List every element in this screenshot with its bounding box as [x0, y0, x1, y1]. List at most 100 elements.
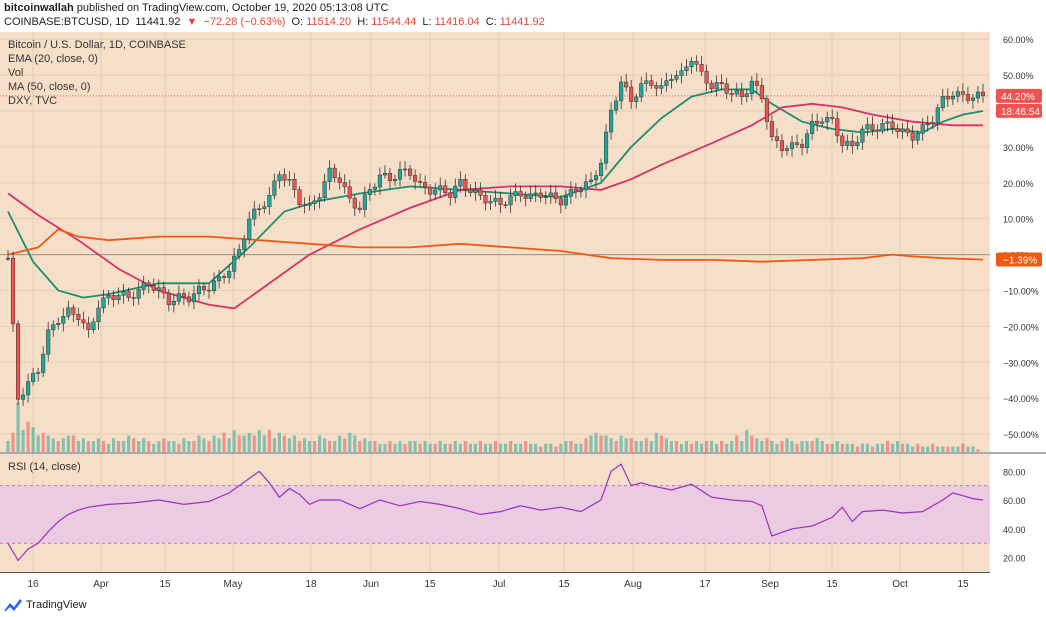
volume-bar — [51, 438, 55, 452]
price-axis-label: 10.00% — [1003, 215, 1034, 225]
volume-bar — [307, 441, 312, 452]
volume-bar — [21, 430, 25, 452]
candle-body — [56, 323, 61, 325]
rsi-series-line[interactable] — [7, 463, 984, 562]
volume-bar — [689, 443, 694, 452]
legend-ma[interactable]: MA (50, close, 0) — [8, 81, 91, 93]
chart-area[interactable]: 60.00%50.00%40.00%30.00%20.00%10.00%0.00… — [0, 32, 1046, 597]
candle-body — [242, 238, 247, 250]
volume-bar — [503, 443, 508, 452]
legend-dxy[interactable]: DXY, TVC — [8, 95, 57, 107]
volume-bar — [147, 441, 151, 452]
volume-bars — [6, 402, 980, 452]
volume-bar — [534, 443, 538, 452]
price-axis-label: −50.00% — [1003, 430, 1039, 440]
price-pane-background — [0, 32, 990, 452]
price-axis[interactable] — [990, 32, 1046, 597]
candle-body — [232, 255, 237, 272]
series-line[interactable] — [7, 228, 984, 263]
candle-body — [744, 93, 749, 97]
volume-bar — [755, 438, 759, 452]
candle-body — [377, 174, 382, 188]
volume-bar — [262, 435, 266, 452]
volume-bar — [91, 441, 96, 452]
volume-bar — [624, 438, 628, 452]
candle-body — [734, 90, 739, 95]
candle-body — [774, 136, 779, 141]
dxy-percent-badge: −1.39% — [1003, 256, 1037, 267]
volume-bar — [725, 443, 729, 452]
volume-bar — [544, 443, 548, 452]
candle-body — [146, 282, 151, 286]
candle-body — [272, 180, 277, 196]
volume-bar — [956, 446, 960, 452]
volume-bar — [483, 443, 488, 452]
candle-body — [176, 293, 181, 302]
candle-body — [553, 192, 558, 199]
candle-body — [121, 291, 126, 296]
candle-body — [247, 218, 252, 240]
candle-body — [31, 372, 36, 382]
candle-body — [397, 169, 403, 180]
candle-body — [307, 203, 312, 206]
volume-bar — [890, 443, 895, 452]
volume-bar — [730, 441, 734, 452]
volume-bar — [348, 432, 352, 452]
candle-body — [463, 179, 468, 190]
legend-ema[interactable]: EMA (20, close, 0) — [8, 53, 98, 65]
volume-bar — [931, 443, 935, 452]
volume-bar — [418, 443, 422, 452]
candlesticks — [5, 55, 986, 406]
tradingview-logo[interactable]: TradingView — [4, 599, 87, 611]
candle-body — [905, 128, 910, 133]
candle-body — [885, 121, 890, 124]
candle-body — [86, 322, 91, 331]
volume-bar — [941, 446, 945, 452]
legend-rsi[interactable]: RSI (14, close) — [8, 461, 81, 473]
candle-body — [588, 179, 594, 182]
publisher-name[interactable]: bitcoinwallah — [4, 2, 74, 14]
volume-bar — [885, 441, 890, 452]
candle-body — [840, 135, 845, 146]
volume-bar — [192, 441, 196, 452]
volume-bar — [373, 441, 377, 452]
candle-body — [106, 295, 111, 299]
volume-bar — [559, 443, 563, 452]
time-axis-label: Sep — [761, 579, 779, 590]
time-axis-label: 15 — [957, 579, 969, 590]
volume-bar — [227, 438, 231, 452]
volume-bar — [152, 443, 156, 452]
candle-body — [598, 162, 604, 176]
candle-body — [217, 276, 222, 282]
volume-bar — [880, 443, 885, 452]
candle-body — [805, 133, 810, 148]
candle-body — [528, 193, 533, 199]
candle-body — [684, 66, 689, 72]
candle-body — [835, 118, 840, 137]
volume-bar — [911, 446, 915, 452]
candle-body — [101, 297, 106, 309]
publish-line: bitcoinwallah published on TradingView.c… — [4, 2, 388, 14]
volume-bar — [413, 441, 417, 452]
candle-body — [583, 181, 589, 191]
time-axis-label: Apr — [93, 579, 109, 590]
candle-body — [317, 197, 322, 202]
volume-bar — [574, 443, 578, 452]
volume-bar — [519, 443, 523, 452]
volume-bar — [127, 435, 131, 452]
candle-body — [41, 353, 46, 373]
volume-bar — [121, 441, 126, 452]
volume-bar — [805, 441, 809, 452]
candle-body — [664, 80, 669, 86]
volume-bar — [906, 443, 910, 452]
candle-body — [609, 109, 614, 133]
volume-bar — [448, 443, 452, 452]
candle-body — [965, 93, 970, 101]
legend-vol[interactable]: Vol — [8, 67, 23, 79]
candle-body — [166, 292, 171, 306]
volume-bar — [951, 446, 955, 452]
candle-body — [880, 123, 885, 132]
volume-bar — [368, 441, 372, 452]
volume-bar — [508, 441, 513, 452]
